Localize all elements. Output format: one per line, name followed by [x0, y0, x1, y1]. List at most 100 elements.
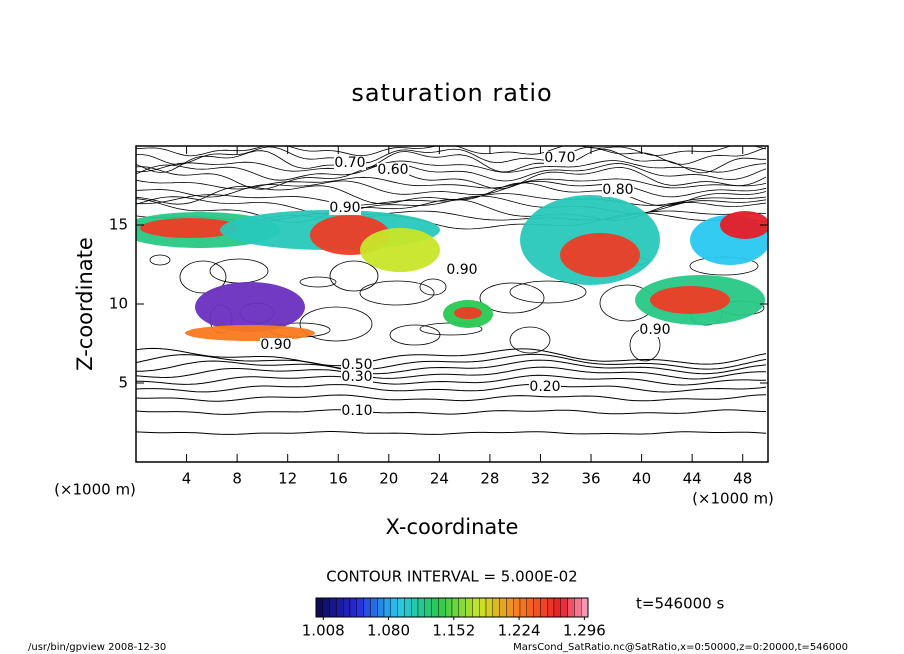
- colorbar-cell: [329, 597, 337, 618]
- x-axis-label: X-coordinate: [386, 515, 519, 539]
- colorbar-cell: [438, 597, 446, 618]
- contour-label: 0.10: [341, 403, 372, 419]
- colorbar-cell: [567, 597, 575, 618]
- contour-line: [359, 280, 435, 306]
- contour-label: 0.90: [639, 322, 670, 338]
- contour-line: [479, 282, 545, 314]
- contour-line: [136, 160, 767, 173]
- x-tick-label: 8: [232, 470, 242, 488]
- contour-line: [209, 258, 269, 284]
- contour-line: [509, 326, 551, 354]
- contour-line: [136, 374, 767, 386]
- contour-interval: CONTOUR INTERVAL = 5.000E-02: [326, 568, 577, 586]
- contour-line: [136, 431, 767, 435]
- colorbar-cell: [431, 597, 439, 618]
- contour-label-bg: [544, 151, 576, 165]
- contour-label-bg: [377, 163, 409, 177]
- x-tick-label: 36: [581, 470, 600, 488]
- x-tick-label: 44: [683, 470, 702, 488]
- colorbar-frame: [315, 597, 589, 618]
- colorbar-cell: [322, 597, 330, 618]
- field-region: [560, 233, 640, 277]
- footer-left: /usr/bin/gpview 2008-12-30: [28, 642, 166, 653]
- chart-title: saturation ratio: [351, 79, 552, 107]
- x-tick-label: 16: [329, 470, 348, 488]
- time-label: t=546000 s: [636, 595, 724, 613]
- contour-line: [179, 260, 227, 294]
- contour-line: [136, 359, 767, 375]
- x-tick-label: 24: [430, 470, 449, 488]
- colorbar-cell: [417, 597, 426, 618]
- contour-label-bg: [446, 263, 478, 277]
- colorbar-cell: [526, 597, 534, 618]
- colorbar-cell: [363, 597, 371, 618]
- colorbar-cell: [499, 597, 507, 618]
- colorbar-cell: [315, 597, 324, 618]
- colorbar-cell: [445, 597, 453, 618]
- contour-line: [136, 383, 767, 393]
- colorbar-cell: [519, 597, 528, 618]
- colorbar-cell: [540, 597, 548, 618]
- colorbar-cell: [451, 597, 460, 618]
- contour-label-bg: [602, 183, 634, 197]
- field-region: [454, 307, 482, 319]
- x-tick-label: 20: [379, 470, 398, 488]
- y-unit-label: (×1000 m): [54, 481, 136, 499]
- colorbar-cell: [349, 597, 358, 618]
- contour-label: 0.70: [334, 155, 365, 171]
- colorbar-cell: [343, 597, 351, 618]
- colorbar-cell: [485, 597, 494, 618]
- contour-line: [136, 162, 767, 182]
- x-tick-label: 4: [182, 470, 192, 488]
- contour-label: 0.90: [329, 200, 360, 216]
- colorbar-tick-label: 1.008: [302, 622, 345, 640]
- colorbar-tick-label: 1.152: [432, 622, 475, 640]
- field-region: [360, 228, 440, 272]
- contour-label: 0.30: [341, 369, 372, 385]
- colorbar-cell: [492, 597, 500, 618]
- field-region: [720, 211, 768, 239]
- contour-label: 0.60: [377, 162, 408, 178]
- colorbar-cell: [479, 597, 487, 618]
- contour-line: [136, 165, 767, 190]
- contour-label-bg: [341, 404, 373, 418]
- contour-line: [299, 276, 337, 288]
- contour-line: [136, 198, 767, 223]
- contour-line: [136, 409, 767, 415]
- colorbar-tick-label: 1.296: [563, 622, 606, 640]
- contour-label: 0.20: [529, 379, 560, 395]
- x-tick-label: 28: [480, 470, 499, 488]
- contour-label-bg: [334, 156, 366, 170]
- contour-label: 0.50: [341, 357, 372, 373]
- y-tick-label: 5: [118, 374, 128, 392]
- colorbar-cell: [370, 597, 378, 618]
- colorbar-cell: [424, 597, 432, 618]
- colorbar-cell: [383, 597, 392, 618]
- field-region: [140, 218, 240, 238]
- colorbar-cell: [533, 597, 541, 618]
- x-unit-label: (×1000 m): [692, 490, 774, 508]
- y-tick-label: 15: [109, 216, 128, 234]
- colorbar-cell: [472, 597, 480, 618]
- y-tick-label: 10: [109, 295, 128, 313]
- contour-line: [419, 278, 447, 296]
- x-tick-label: 12: [278, 470, 297, 488]
- x-tick-label: 32: [531, 470, 550, 488]
- contour-line: [136, 353, 767, 371]
- contour-label: 0.80: [602, 182, 633, 198]
- x-tick-label: 48: [733, 470, 752, 488]
- contour-label-bg: [639, 323, 671, 337]
- colorbar-cell: [513, 597, 521, 618]
- colorbar-cell: [547, 597, 555, 618]
- contour-line: [509, 280, 587, 304]
- field-region: [185, 325, 315, 341]
- field-region: [195, 282, 305, 332]
- contour-line: [136, 366, 766, 380]
- contour-line: [329, 260, 379, 292]
- contour-line: [136, 195, 767, 215]
- contour-line: [149, 254, 171, 266]
- contour-line: [136, 182, 767, 207]
- colorbar-cell: [411, 597, 419, 618]
